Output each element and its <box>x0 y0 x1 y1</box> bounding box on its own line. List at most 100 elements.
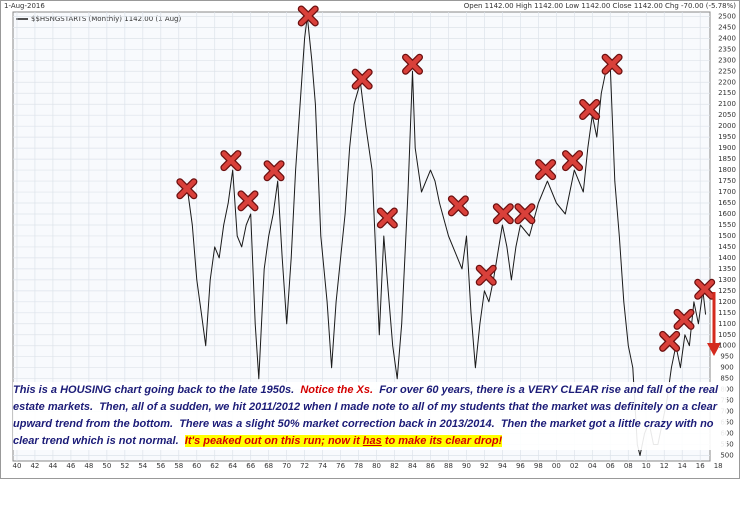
x-tick-label: 86 <box>426 462 435 470</box>
x-tick-label: 76 <box>336 462 345 470</box>
y-tick-label: 700 <box>720 408 733 416</box>
y-tick-label: 2350 <box>718 45 736 53</box>
y-tick-label: 1500 <box>718 232 736 240</box>
y-tick-label: 1400 <box>718 254 736 262</box>
x-tick-label: 98 <box>534 462 543 470</box>
x-mark-stroke <box>298 6 318 26</box>
note-conclusion: It's peaked out on this run; now it has … <box>184 435 503 447</box>
y-tick-label: 1650 <box>718 199 736 207</box>
x-tick-label: 08 <box>624 462 633 470</box>
x-mark-stroke <box>515 204 535 224</box>
y-tick-label: 950 <box>720 353 733 361</box>
ohlc-header: Open 1142.00 High 1142.00 Low 1142.00 Cl… <box>464 2 737 10</box>
x-mark <box>376 207 398 229</box>
y-tick-label: 1750 <box>718 177 736 185</box>
y-tick-label: 2000 <box>718 122 736 130</box>
x-mark <box>492 203 514 225</box>
x-tick-label: 06 <box>606 462 615 470</box>
y-tick-label: 1700 <box>718 188 736 196</box>
x-tick-label: 72 <box>300 462 309 470</box>
y-tick-label: 2450 <box>718 23 736 31</box>
x-mark <box>351 68 373 90</box>
y-tick-label: 900 <box>720 364 733 372</box>
x-mark-stroke <box>660 332 679 351</box>
x-tick-label: 80 <box>372 462 381 470</box>
x-tick-label: 56 <box>156 462 165 470</box>
x-tick-label: 40 <box>12 462 21 470</box>
x-mark <box>535 159 557 181</box>
x-tick-label: 78 <box>354 462 363 470</box>
chart-date: 1-Aug-2016 <box>4 2 45 10</box>
y-tick-label: 850 <box>720 375 733 383</box>
x-tick-label: 84 <box>408 462 417 470</box>
x-mark <box>579 98 601 120</box>
y-tick-label: 2400 <box>718 34 736 42</box>
x-mark-stroke <box>221 151 241 170</box>
x-mark-stroke <box>536 160 555 179</box>
data-line <box>187 15 707 456</box>
y-tick-label: 1450 <box>718 243 736 251</box>
y-tick-label: 1100 <box>718 320 736 328</box>
x-tick-label: 58 <box>174 462 183 470</box>
x-mark-stroke <box>177 179 197 198</box>
x-mark <box>297 5 319 27</box>
y-tick-label: 1350 <box>718 265 736 273</box>
x-tick-label: 60 <box>192 462 201 470</box>
plot <box>176 5 716 456</box>
x-tick-label: 92 <box>480 462 489 470</box>
note-highlight: Notice the Xs. <box>300 384 374 396</box>
x-tick-label: 18 <box>714 462 723 470</box>
x-mark <box>402 53 424 75</box>
x-tick-label: 74 <box>318 462 327 470</box>
legend-label: $$HSNGSTARTS (Monthly) 1142.00 (1 Aug) <box>31 15 182 23</box>
x-mark <box>562 150 584 172</box>
x-tick-label: 90 <box>462 462 471 470</box>
x-tick-label: 14 <box>678 462 687 470</box>
y-tick-label: 2200 <box>718 78 736 86</box>
y-tick-label: 1200 <box>718 298 736 306</box>
y-tick-label: 1300 <box>718 276 736 284</box>
x-mark <box>514 203 536 225</box>
y-tick-label: 1900 <box>718 144 736 152</box>
x-mark <box>601 53 623 75</box>
x-tick-label: 82 <box>390 462 399 470</box>
y-tick-label: 1600 <box>718 210 736 218</box>
annotation: This is a HOUSING chart going back to th… <box>13 382 727 450</box>
x-tick-label: 96 <box>516 462 525 470</box>
x-mark <box>176 178 198 200</box>
x-mark-stroke <box>352 69 372 89</box>
x-tick-label: 54 <box>138 462 147 470</box>
y-tick-label: 800 <box>720 386 733 394</box>
x-tick-label: 88 <box>444 462 453 470</box>
x-tick-label: 12 <box>660 462 669 470</box>
x-tick-label: 10 <box>642 462 651 470</box>
x-tick-label: 04 <box>588 462 597 470</box>
y-tick-label: 1950 <box>718 133 736 141</box>
x-mark-stroke <box>449 196 468 216</box>
y-tick-label: 1850 <box>718 155 736 163</box>
y-tick-label: 600 <box>720 430 733 438</box>
y-tick-label: 2050 <box>718 111 736 119</box>
x-tick-label: 00 <box>552 462 561 470</box>
x-mark-stroke <box>494 204 513 224</box>
x-mark <box>237 190 259 212</box>
x-mark-stroke <box>403 55 422 74</box>
x-tick-label: 48 <box>84 462 93 470</box>
x-mark <box>694 278 716 300</box>
arrow-head <box>707 343 721 356</box>
x-mark-stroke <box>674 310 694 329</box>
y-tick-label: 2100 <box>718 100 736 108</box>
x-tick-label: 64 <box>228 462 237 470</box>
note-text: It's peaked out on this run; now it <box>184 435 360 447</box>
x-mark-stroke <box>602 55 622 74</box>
x-tick-label: 42 <box>30 462 39 470</box>
y-tick-label: 500 <box>720 452 733 460</box>
x-mark-stroke <box>580 100 599 119</box>
x-mark-stroke <box>476 266 496 285</box>
x-mark-stroke <box>238 191 258 211</box>
x-tick-label: 70 <box>282 462 291 470</box>
x-mark <box>220 150 242 172</box>
y-tick-label: 1000 <box>718 342 736 350</box>
x-tick-label: 02 <box>570 462 579 470</box>
